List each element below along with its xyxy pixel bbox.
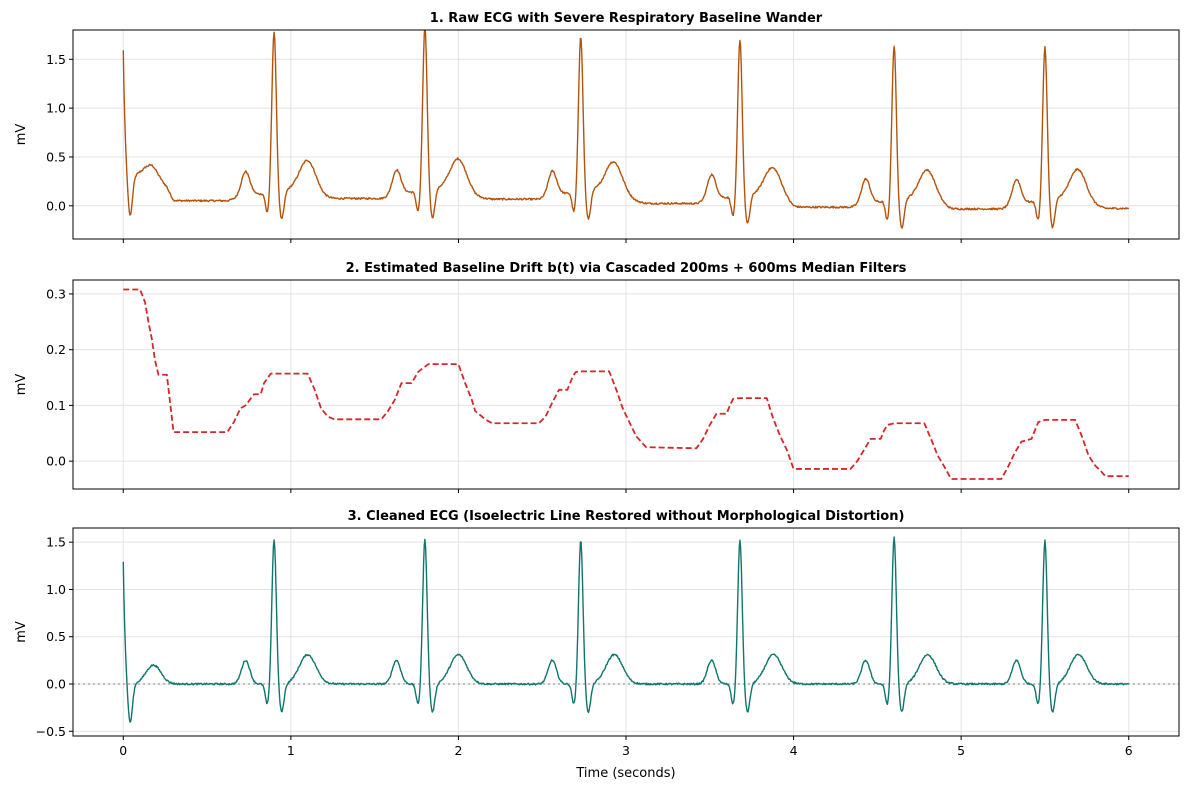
x-tick-label: 3 — [622, 743, 630, 758]
y-tick-label: 0.5 — [46, 629, 66, 644]
x-tick-label: 1 — [287, 743, 295, 758]
x-tick-label: 0 — [119, 743, 127, 758]
panel-baseline-drift: 2. Estimated Baseline Drift b(t) via Cas… — [14, 261, 1180, 493]
panel-raw-ecg: 1. Raw ECG with Severe Respiratory Basel… — [14, 11, 1180, 243]
x-tick-label: 6 — [1125, 743, 1133, 758]
y-tick-label: 1.0 — [46, 101, 66, 116]
y-tick-label: 0.2 — [46, 342, 66, 357]
y-tick-label: 0.0 — [46, 454, 66, 469]
series-line — [122, 536, 1130, 723]
panel-title: 1. Raw ECG with Severe Respiratory Basel… — [430, 11, 823, 26]
y-tick-label: 0.0 — [46, 198, 66, 213]
grid — [73, 280, 1179, 489]
y-tick-label: 0.1 — [46, 398, 66, 413]
x-tick-label: 4 — [790, 743, 798, 758]
grid — [73, 528, 1179, 736]
y-tick-label: 0.5 — [46, 149, 66, 164]
grid — [73, 30, 1179, 239]
y-tick-label: 0.3 — [46, 286, 66, 301]
y-tick-label: 0.0 — [46, 677, 66, 692]
x-axis-label: Time (seconds) — [575, 766, 675, 781]
y-tick-label: 1.5 — [46, 52, 66, 67]
y-tick-label: 1.5 — [46, 535, 66, 550]
y-tick-label: −0.5 — [36, 724, 66, 739]
x-tick-label: 2 — [454, 743, 462, 758]
series-line — [122, 30, 1130, 229]
y-axis-label: mV — [14, 621, 29, 643]
panel-cleaned-ecg: 3. Cleaned ECG (Isoelectric Line Restore… — [14, 509, 1180, 781]
series-line — [123, 288, 1129, 480]
y-tick-label: 1.0 — [46, 582, 66, 597]
y-axis-label: mV — [14, 374, 29, 396]
panel-title: 2. Estimated Baseline Drift b(t) via Cas… — [346, 261, 907, 276]
x-tick-label: 5 — [957, 743, 965, 758]
y-axis-label: mV — [14, 124, 29, 146]
panel-title: 3. Cleaned ECG (Isoelectric Line Restore… — [348, 509, 905, 524]
